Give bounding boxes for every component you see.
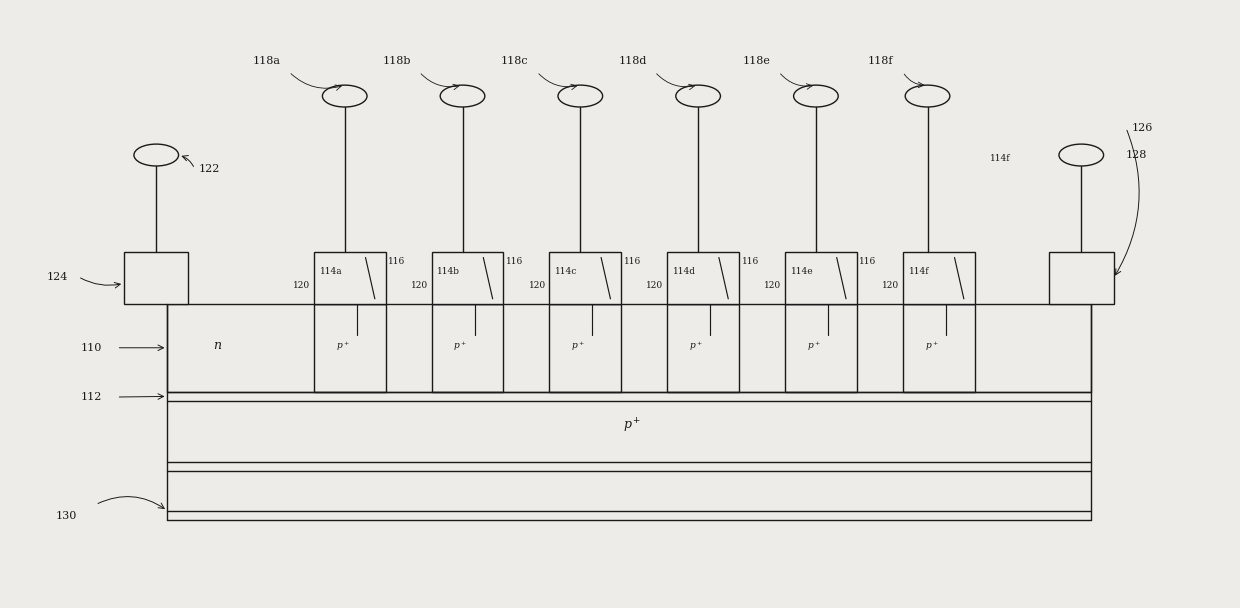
Text: 120: 120 bbox=[410, 282, 428, 291]
Bar bbox=[167, 304, 1091, 392]
Text: 116: 116 bbox=[506, 257, 523, 266]
Bar bbox=[903, 304, 975, 392]
Circle shape bbox=[676, 85, 720, 107]
Text: 118b: 118b bbox=[383, 56, 410, 66]
Text: 118c: 118c bbox=[501, 56, 528, 66]
Bar bbox=[785, 304, 857, 392]
Bar bbox=[432, 304, 503, 392]
Text: 118f: 118f bbox=[868, 56, 893, 66]
Text: 116: 116 bbox=[742, 257, 759, 266]
Text: 124: 124 bbox=[47, 272, 68, 282]
Bar bbox=[667, 304, 739, 392]
Text: 120: 120 bbox=[528, 282, 546, 291]
Circle shape bbox=[794, 85, 838, 107]
Bar bbox=[124, 252, 188, 304]
Text: 120: 120 bbox=[764, 282, 781, 291]
Text: 118a: 118a bbox=[253, 56, 280, 66]
Text: n: n bbox=[213, 339, 221, 352]
Text: 114a: 114a bbox=[320, 268, 342, 277]
Text: 114f: 114f bbox=[909, 268, 929, 277]
Text: p$^+$: p$^+$ bbox=[454, 339, 467, 353]
Bar bbox=[785, 252, 857, 304]
Bar bbox=[432, 252, 503, 304]
Bar bbox=[549, 252, 621, 304]
Circle shape bbox=[558, 85, 603, 107]
Text: 114b: 114b bbox=[438, 268, 460, 277]
Circle shape bbox=[134, 144, 179, 166]
Text: 120: 120 bbox=[882, 282, 899, 291]
Text: 128: 128 bbox=[1126, 150, 1147, 160]
Bar bbox=[314, 304, 386, 392]
Text: 110: 110 bbox=[81, 343, 102, 353]
Text: p$^+$: p$^+$ bbox=[624, 416, 641, 435]
Text: 120: 120 bbox=[293, 282, 310, 291]
Text: 114d: 114d bbox=[673, 268, 696, 277]
Circle shape bbox=[1059, 144, 1104, 166]
Text: 114c: 114c bbox=[556, 268, 578, 277]
Text: 116: 116 bbox=[624, 257, 641, 266]
Text: 130: 130 bbox=[56, 511, 77, 520]
Text: 122: 122 bbox=[198, 164, 219, 174]
Text: p$^+$: p$^+$ bbox=[925, 339, 939, 353]
Text: p$^+$: p$^+$ bbox=[572, 339, 585, 353]
Text: 120: 120 bbox=[646, 282, 663, 291]
Bar bbox=[314, 252, 386, 304]
Circle shape bbox=[322, 85, 367, 107]
Text: 114e: 114e bbox=[791, 268, 813, 277]
Text: 116: 116 bbox=[859, 257, 877, 266]
Bar bbox=[549, 304, 621, 392]
Text: 112: 112 bbox=[81, 392, 102, 402]
Bar bbox=[903, 252, 975, 304]
Bar bbox=[1049, 252, 1114, 304]
Text: 116: 116 bbox=[388, 257, 405, 266]
Circle shape bbox=[440, 85, 485, 107]
Bar bbox=[667, 252, 739, 304]
Text: 118d: 118d bbox=[619, 56, 646, 66]
Text: p$^+$: p$^+$ bbox=[336, 339, 350, 353]
Text: 114f: 114f bbox=[990, 154, 1011, 162]
Text: 126: 126 bbox=[1132, 123, 1153, 133]
Circle shape bbox=[905, 85, 950, 107]
Text: p$^+$: p$^+$ bbox=[807, 339, 821, 353]
Text: p$^+$: p$^+$ bbox=[689, 339, 703, 353]
Text: 118e: 118e bbox=[743, 56, 770, 66]
